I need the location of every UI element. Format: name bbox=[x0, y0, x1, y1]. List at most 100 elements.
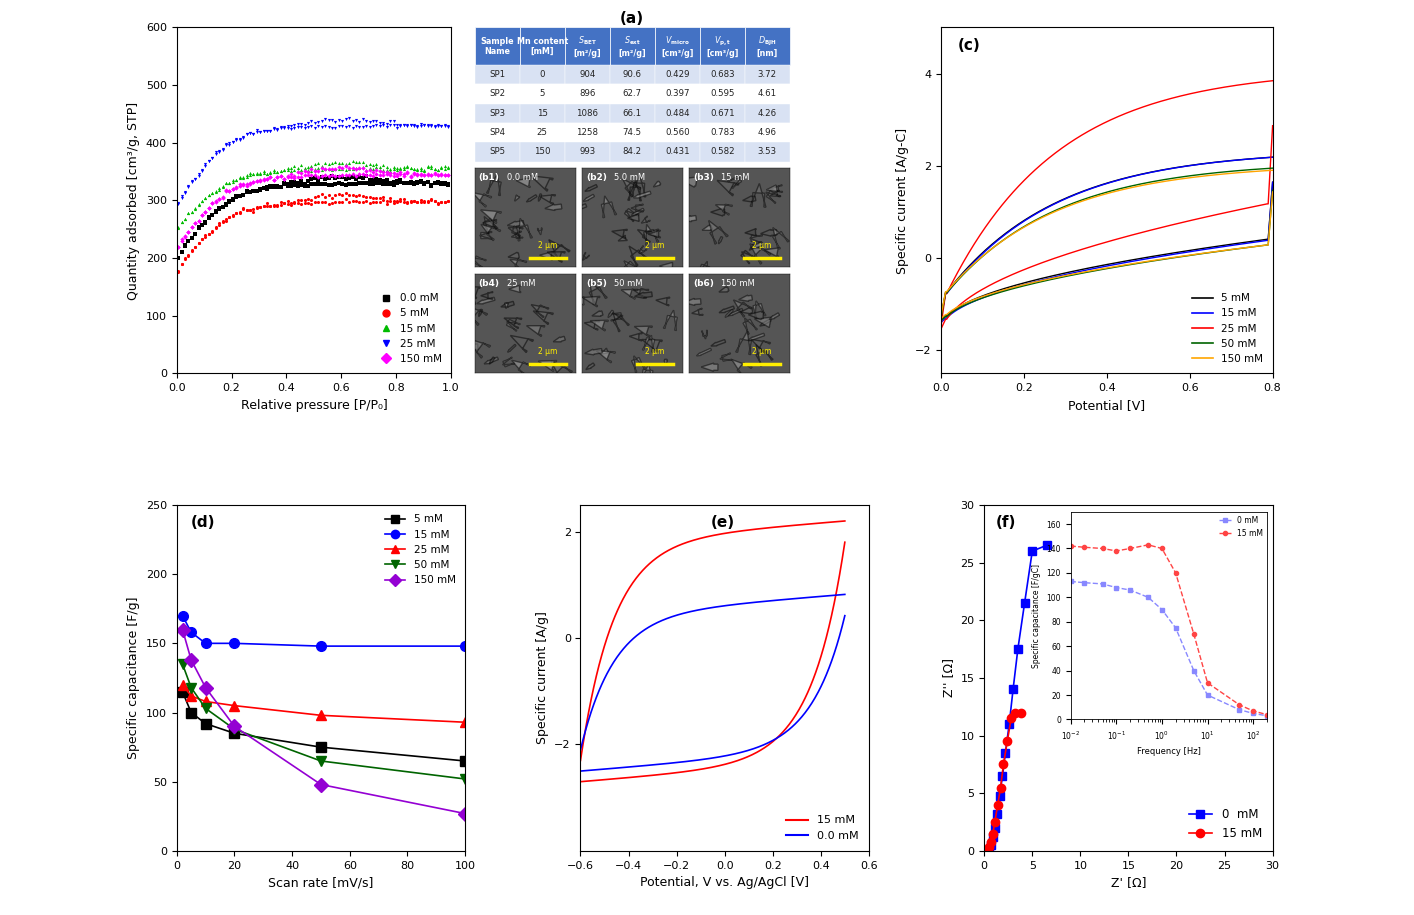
FancyArrow shape bbox=[749, 243, 771, 264]
Point bbox=[232, 201, 255, 216]
Point bbox=[198, 227, 221, 242]
Point bbox=[338, 162, 361, 177]
Text: 84.2: 84.2 bbox=[622, 147, 642, 156]
Point bbox=[334, 172, 356, 187]
Point bbox=[307, 161, 329, 176]
Point bbox=[287, 164, 310, 178]
Point bbox=[382, 168, 404, 183]
Point bbox=[379, 176, 402, 190]
FancyArrow shape bbox=[551, 361, 573, 382]
Point bbox=[215, 136, 238, 151]
Point bbox=[434, 195, 457, 210]
Point bbox=[437, 194, 460, 209]
Point bbox=[437, 159, 460, 174]
Point bbox=[293, 121, 315, 135]
Point bbox=[174, 186, 197, 200]
Point bbox=[170, 188, 192, 203]
Point bbox=[396, 176, 419, 190]
Point bbox=[338, 177, 361, 191]
FancyArrow shape bbox=[643, 224, 659, 245]
Point bbox=[410, 161, 433, 176]
Point bbox=[417, 174, 440, 188]
Point bbox=[386, 121, 409, 135]
Bar bbox=[609, 142, 655, 162]
0  mM bbox=[994, 770, 1011, 781]
Bar bbox=[475, 142, 519, 162]
FancyArrow shape bbox=[506, 319, 520, 331]
Point bbox=[314, 167, 337, 182]
Point bbox=[345, 119, 368, 134]
FancyArrow shape bbox=[635, 326, 652, 337]
Point bbox=[191, 231, 214, 246]
Point bbox=[228, 169, 250, 184]
Point bbox=[348, 194, 370, 209]
Point bbox=[311, 158, 334, 173]
Text: (b1): (b1) bbox=[478, 173, 499, 182]
Point bbox=[437, 119, 460, 134]
Point bbox=[280, 160, 303, 175]
Text: 3.53: 3.53 bbox=[758, 147, 778, 156]
Point bbox=[256, 196, 279, 210]
Point bbox=[225, 179, 247, 194]
Point bbox=[290, 197, 312, 211]
Point bbox=[434, 162, 457, 177]
Point bbox=[427, 196, 450, 210]
Text: 904: 904 bbox=[580, 70, 595, 79]
FancyArrow shape bbox=[508, 226, 523, 237]
Point bbox=[184, 201, 206, 216]
Point bbox=[297, 178, 320, 193]
Point bbox=[410, 167, 433, 182]
Point bbox=[235, 185, 257, 199]
Point bbox=[403, 119, 426, 134]
FancyArrow shape bbox=[697, 349, 711, 356]
Point bbox=[273, 196, 296, 210]
Text: 4.96: 4.96 bbox=[758, 128, 776, 137]
Bar bbox=[700, 123, 745, 142]
Point bbox=[406, 118, 428, 133]
Bar bbox=[475, 84, 519, 103]
FancyArrow shape bbox=[516, 178, 532, 188]
Legend: 15 mM, 0.0 mM: 15 mM, 0.0 mM bbox=[782, 811, 864, 845]
15 mM bbox=[995, 759, 1012, 770]
Point bbox=[406, 162, 428, 177]
Text: 993: 993 bbox=[580, 147, 595, 156]
Point bbox=[249, 182, 271, 197]
Point bbox=[256, 167, 279, 181]
Point bbox=[413, 167, 436, 182]
Text: 5.0 mM: 5.0 mM bbox=[614, 173, 645, 182]
Point bbox=[352, 189, 375, 204]
Point bbox=[263, 165, 286, 179]
Point bbox=[352, 176, 375, 190]
0  mM bbox=[987, 823, 1004, 834]
Text: $D_\mathregular{BJH}$
[nm]: $D_\mathregular{BJH}$ [nm] bbox=[756, 35, 778, 58]
Line: 15 mM: 15 mM bbox=[983, 708, 1025, 854]
Point bbox=[317, 162, 339, 177]
Point bbox=[427, 174, 450, 188]
Bar bbox=[519, 27, 564, 65]
Point bbox=[194, 191, 216, 206]
Point bbox=[369, 164, 392, 178]
Point bbox=[208, 191, 230, 206]
Point bbox=[273, 171, 296, 186]
Point bbox=[311, 177, 334, 191]
Point bbox=[187, 168, 209, 183]
Point bbox=[283, 117, 305, 132]
Point bbox=[177, 179, 199, 194]
Bar bbox=[564, 84, 609, 103]
Legend: 5 mM, 15 mM, 25 mM, 50 mM, 150 mM: 5 mM, 15 mM, 25 mM, 50 mM, 150 mM bbox=[380, 511, 460, 589]
Text: 74.5: 74.5 bbox=[622, 128, 642, 137]
Point bbox=[430, 194, 452, 209]
FancyArrow shape bbox=[755, 318, 772, 328]
Point bbox=[246, 184, 269, 199]
Point bbox=[232, 188, 255, 202]
Point bbox=[297, 167, 320, 182]
Point bbox=[393, 195, 416, 210]
15 mM bbox=[998, 736, 1015, 747]
Bar bbox=[519, 84, 564, 103]
Point bbox=[358, 156, 380, 171]
Point bbox=[321, 163, 344, 178]
Point bbox=[211, 191, 233, 206]
Point bbox=[263, 122, 286, 136]
Point bbox=[276, 169, 298, 184]
Point bbox=[338, 111, 361, 125]
